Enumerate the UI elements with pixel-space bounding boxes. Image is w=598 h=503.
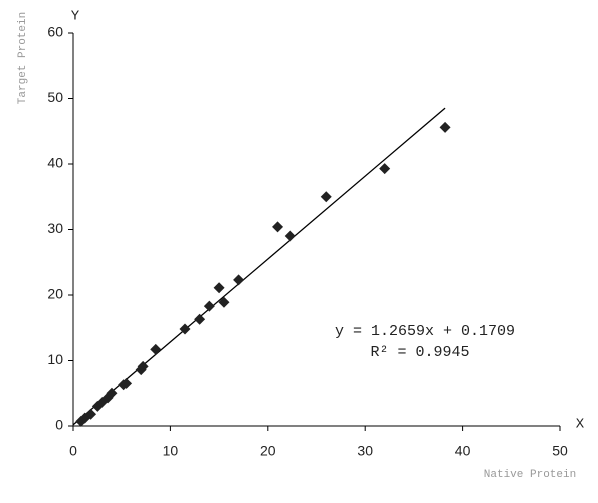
y-tick-label: 60 <box>47 24 63 40</box>
y-tick-label: 10 <box>47 351 63 367</box>
data-point <box>284 230 296 242</box>
y-tick-label: 0 <box>55 417 63 433</box>
data-point <box>194 313 206 325</box>
data-point <box>272 221 284 233</box>
x-tick-label: 50 <box>552 443 568 459</box>
data-point <box>150 343 162 355</box>
x-axis-name: X <box>576 417 585 433</box>
y-tick-label: 20 <box>47 286 63 302</box>
data-point <box>106 387 118 399</box>
x-tick-label: 40 <box>455 443 471 459</box>
equation: y = 1.2659x + 0.1709 <box>335 323 515 340</box>
y-axis-label: Target Protein <box>17 12 29 104</box>
trendline <box>72 107 446 426</box>
x-tick-label: 10 <box>163 443 179 459</box>
y-tick-label: 30 <box>47 220 63 236</box>
data-point <box>233 274 245 286</box>
x-tick-label: 20 <box>260 443 276 459</box>
data-point <box>85 408 97 420</box>
y-tick-label: 40 <box>47 155 63 171</box>
data-point <box>320 191 332 203</box>
data-point <box>218 296 230 308</box>
data-point <box>137 360 149 372</box>
data-point <box>203 300 215 312</box>
data-point <box>121 377 133 389</box>
x-tick-label: 0 <box>69 443 77 459</box>
y-axis-name: Y <box>71 9 80 25</box>
x-axis-label: Native Protein <box>484 469 576 481</box>
data-point <box>179 323 191 335</box>
data-point <box>213 282 225 294</box>
data-point <box>439 121 451 133</box>
data-point <box>379 163 391 175</box>
x-tick-label: 30 <box>357 443 373 459</box>
r-squared: R² = 0.9945 <box>370 344 469 361</box>
y-tick-label: 50 <box>47 89 63 105</box>
